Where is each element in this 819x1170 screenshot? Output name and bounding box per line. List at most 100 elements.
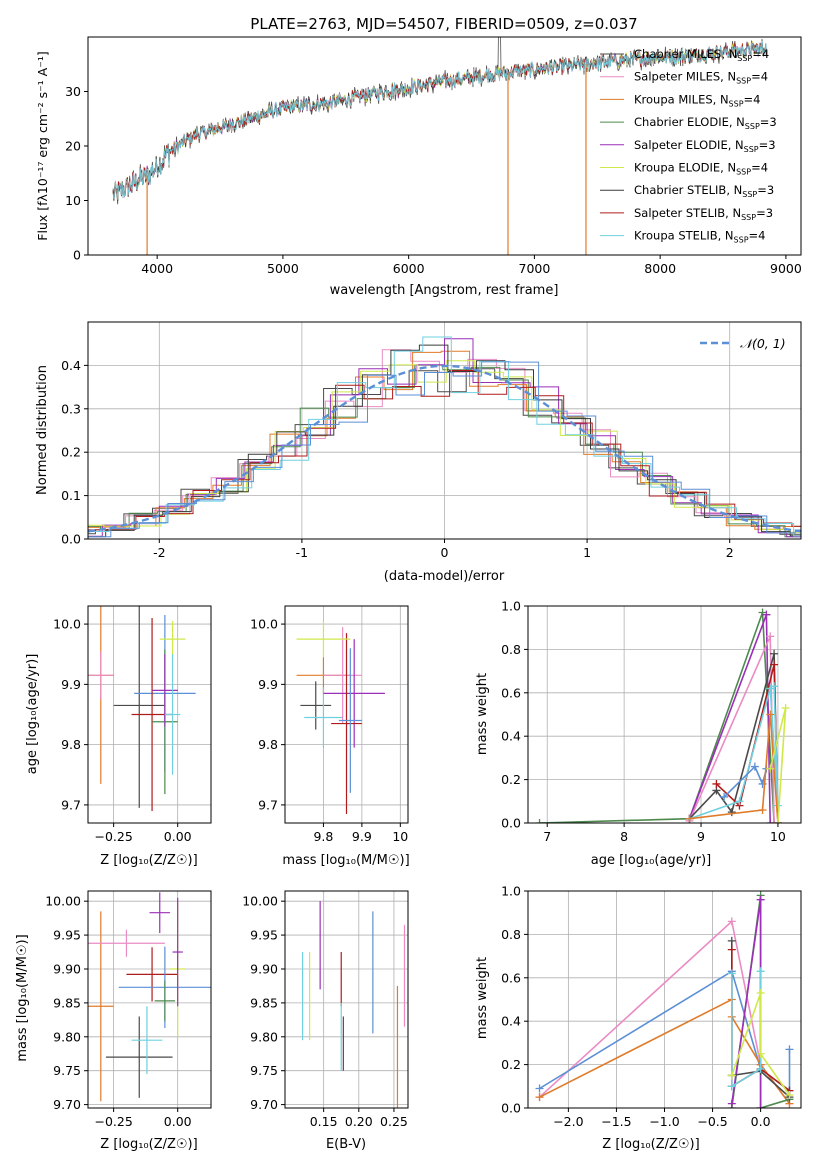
spectrum-ytick-label: 10 (65, 193, 81, 208)
weight-vs-Z-ytick-label: 0.8 (501, 927, 521, 942)
weight-vs-Z-marker (756, 1064, 765, 1073)
mass-vs-Z-ytick-label: 9.70 (53, 1097, 81, 1112)
weight-vs-Z-xtick-label: −1.0 (649, 1114, 679, 1129)
age-vs-mass-xtick-label: 10 (392, 829, 408, 844)
residual-hist-1 (88, 349, 801, 528)
residual-ytick-label: 0.1 (61, 488, 81, 503)
weight-vs-age-marker (766, 710, 775, 719)
weight-vs-Z-ylabel: mass weight (475, 957, 490, 1039)
age-vs-Z-frame (87, 605, 212, 824)
weight-vs-age-marker (758, 805, 767, 814)
weight-vs-age-ytick-label: 0.6 (501, 685, 521, 700)
weight-vs-age-series-3 (688, 653, 779, 823)
age-vs-Z-ytick-label: 9.9 (61, 677, 81, 692)
weight-vs-Z-marker (727, 945, 736, 954)
mass-vs-ebv-frame (284, 890, 409, 1109)
mass-vs-ebv-ytick-label: 10.00 (242, 894, 278, 909)
spectrum-ytick-label: 20 (65, 139, 81, 154)
legend-label-5: Kroupa ELODIE, NSSP=4 (634, 161, 768, 177)
weight-vs-age-marker (770, 660, 779, 669)
mass-vs-ebv-ytick-label: 9.95 (250, 928, 278, 943)
residual-hist-3 (88, 364, 801, 538)
mass-vs-Z-xtick-label: 0.00 (164, 1114, 192, 1129)
weight-vs-Z-marker (727, 1082, 736, 1091)
spectrum-series-8 (112, 40, 767, 200)
residual-histograms (88, 336, 801, 538)
spectrum-xlabel: wavelength [Angstrom, rest frame] (330, 283, 559, 298)
age-vs-Z-ylabel: age [log₁₀(age/yr)] (25, 654, 40, 775)
mass-vs-Z-ytick-label: 10.00 (45, 894, 81, 909)
weight-vs-Z-marker (756, 895, 765, 904)
mass-vs-ebv-xtick-label: 0.15 (310, 1114, 338, 1129)
legend-label-2: Kroupa MILES, NSSP=4 (634, 92, 760, 108)
weight-vs-age-ylabel: mass weight (475, 673, 490, 755)
weight-vs-age-marker (762, 610, 771, 619)
residual-hist-9 (88, 361, 801, 538)
mass-vs-ebv-ytick-label: 9.75 (250, 1063, 278, 1078)
weight-vs-age-marker (781, 703, 790, 712)
weight-vs-age-marker (727, 808, 736, 817)
legend-label-8: Kroupa STELIB, NSSP=4 (634, 229, 765, 245)
spectrum-xtick-label: 9000 (770, 261, 802, 276)
mass-vs-Z-errorbars (88, 892, 211, 1102)
weight-vs-Z-marker (785, 1090, 794, 1099)
legend-label-6: Chabrier STELIB, NSSP=3 (634, 183, 774, 199)
mass-vs-ebv-ytick-label: 9.80 (250, 1029, 278, 1044)
weight-vs-age-ytick-label: 0.8 (501, 642, 521, 657)
weight-vs-Z-marker (756, 988, 765, 997)
weight-vs-age-xtick-label: 7 (543, 829, 551, 844)
age-vs-Z-errorbars (88, 606, 196, 811)
weight-vs-Z-ytick-label: 0.4 (501, 1014, 521, 1029)
age-vs-Z-plot-area: −0.25 0.00 9.7 9.8 9.9 10.0 (53, 605, 212, 844)
weight-vs-age-series-5 (689, 686, 779, 820)
figure-title: PLATE=2763, MJD=54507, FIBERID=0509, z=0… (250, 15, 637, 33)
weight-vs-age-series-0 (539, 612, 775, 823)
weight-vs-Z-marker (727, 1071, 736, 1080)
mass-vs-ebv-panel: 0.15 0.20 0.25 9.70 9.75 9.80 9.85 9.90 9.95 10.0… (242, 890, 409, 1152)
weight-vs-age-xtick-label: 8 (620, 829, 628, 844)
weight-vs-Z-marker (756, 1049, 765, 1058)
age-vs-Z-ytick-label: 9.8 (61, 737, 81, 752)
legend-label-1: Salpeter MILES, NSSP=4 (634, 70, 768, 86)
weight-vs-age-marker (770, 649, 779, 658)
weight-vs-age-marker (766, 819, 775, 823)
weight-vs-age-panel: 7 8 9 10 0.0 0.2 0.4 0.6 0.8 1.0 age [log₁₀(age/y… (475, 599, 802, 868)
weight-vs-age-marker (766, 632, 775, 641)
weight-vs-age-plot-area: 7 8 9 10 0.0 0.2 0.4 0.6 0.8 1.0 (501, 599, 802, 844)
residual-xtick-label: -1 (296, 545, 308, 560)
mass-vs-Z-plot-area: −0.25 0.00 9.70 9.75 9.80 9.85 9.90 9.95 10.00 (45, 890, 212, 1129)
mass-vs-Z-ytick-label: 9.85 (53, 995, 81, 1010)
weight-vs-Z-lines (535, 891, 794, 1108)
residual-ylabel: Normed distribution (35, 365, 50, 495)
weight-vs-age-ytick-label: 0.0 (501, 816, 521, 831)
mass-vs-Z-xtick-label: −0.25 (94, 1114, 132, 1129)
weight-vs-age-marker (770, 682, 779, 691)
spectrum-xtick-label: 6000 (393, 261, 425, 276)
age-vs-Z-xtick-label: 0.00 (164, 829, 192, 844)
weight-vs-age-marker (750, 762, 759, 771)
mass-vs-Z-frame (87, 890, 212, 1109)
mass-vs-Z-ytick-label: 9.90 (53, 961, 81, 976)
mass-vs-ebv-ytick-label: 9.85 (250, 995, 278, 1010)
mass-vs-ebv-xtick-label: 0.25 (380, 1114, 408, 1129)
residual-xlabel: (data-model)/error (384, 569, 505, 584)
weight-vs-Z-marker (727, 917, 736, 926)
mass-vs-ebv-ytick-label: 9.90 (250, 961, 278, 976)
spectrum-ytick-label: 0 (73, 248, 81, 263)
legend-label-7: Salpeter STELIB, NSSP=3 (634, 206, 773, 222)
residual-histogram-panel: -2 -1 0 1 2 0.0 0.1 0.2 0.3 0.4 𝒩(0, 1) (data-mode… (35, 321, 802, 584)
age-vs-mass-frame (284, 605, 409, 824)
weight-vs-age-series-2 (688, 636, 775, 823)
spectrum-panel: 4000 5000 6000 7000 8000 9000 0 10 20 30 Chabrier … (35, 36, 802, 298)
weight-vs-age-marker (735, 797, 744, 806)
weight-vs-Z-xlabel: Z [log₁₀(Z/Z☉)] (602, 1137, 699, 1152)
residual-xtick-label: 2 (726, 545, 734, 560)
weight-vs-Z-plot-area: −2.0 −1.5 −1.0 −0.5 0.0 0.0 0.2 0.4 0.6 0.8 1.0 (501, 884, 802, 1129)
spectrum-xtick-label: 5000 (267, 261, 299, 276)
age-vs-Z-xtick-label: −0.25 (94, 829, 132, 844)
age-vs-mass-ytick-label: 10.0 (250, 617, 278, 632)
weight-vs-Z-marker (756, 967, 765, 976)
mass-vs-Z-ytick-label: 9.75 (53, 1063, 81, 1078)
weight-vs-age-ytick-label: 0.4 (501, 729, 521, 744)
mass-vs-ebv-xlabel: E(B-V) (326, 1137, 366, 1152)
